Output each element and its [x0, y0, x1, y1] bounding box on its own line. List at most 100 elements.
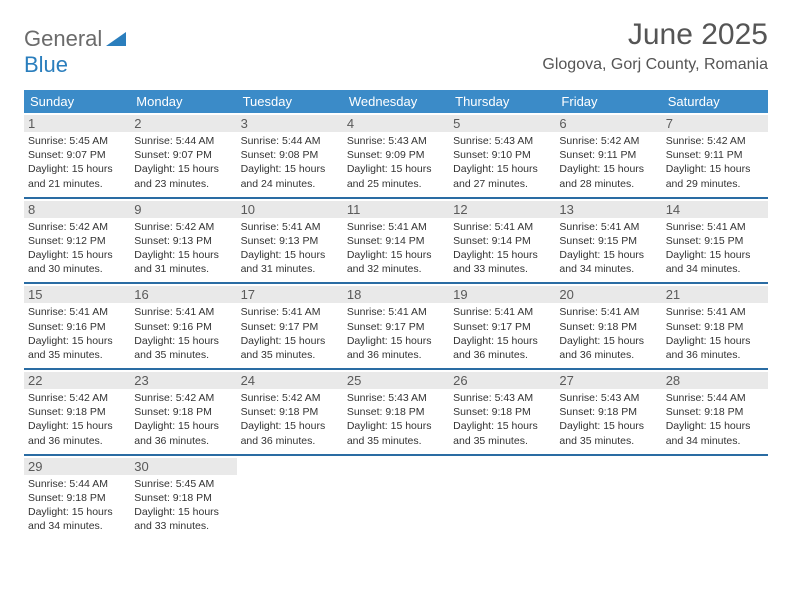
- day-cell: 17Sunrise: 5:41 AMSunset: 9:17 PMDayligh…: [237, 284, 343, 368]
- weekday-label: Wednesday: [343, 90, 449, 113]
- day-cell: 14Sunrise: 5:41 AMSunset: 9:15 PMDayligh…: [662, 199, 768, 283]
- day-cell: 7 Sunrise: 5:42 AMSunset: 9:11 PMDaylight…: [662, 113, 768, 197]
- day-cell: 19 Sunrise: 5:41 AMSunset: 9:17 PMDayligh…: [449, 284, 555, 368]
- day-info: Sunrise: 5:41 AMSunset: 9:16 PMDaylight:…: [28, 305, 126, 362]
- day-cell: 20 Sunrise: 5:41 AMSunset: 9:18 PMDayligh…: [555, 284, 661, 368]
- day-cell: 23Sunrise: 5:42 AMSunset: 9:18 PMDayligh…: [130, 370, 236, 454]
- weekday-label: Monday: [130, 90, 236, 113]
- day-number: 16: [130, 286, 236, 303]
- week-row: 22Sunrise: 5:42 AMSunset: 9:18 PMDayligh…: [24, 370, 768, 456]
- day-cell: 6Sunrise: 5:42 AMSunset: 9:11 PMDaylight…: [555, 113, 661, 197]
- day-cell: 4 Sunrise: 5:43 AMSunset: 9:09 PMDaylight…: [343, 113, 449, 197]
- day-info: Sunrise: 5:44 AMSunset: 9:08 PMDaylight:…: [241, 134, 339, 191]
- day-number: 28: [662, 372, 768, 389]
- day-cell: 25Sunrise: 5:43 AMSunset: 9:18 PMDayligh…: [343, 370, 449, 454]
- day-info: Sunrise: 5:42 AMSunset: 9:18 PMDaylight:…: [241, 391, 339, 448]
- day-cell: 10 Sunrise: 5:41 AMSunset: 9:13 PMDayligh…: [237, 199, 343, 283]
- day-number: 13: [555, 201, 661, 218]
- day-number: 10: [237, 201, 343, 218]
- day-number: 15: [24, 286, 130, 303]
- day-info: Sunrise: 5:45 AMSunset: 9:18 PMDaylight:…: [134, 477, 232, 534]
- day-cell: 27 Sunrise: 5:43 AMSunset: 9:18 PMDayligh…: [555, 370, 661, 454]
- day-cell: 13 Sunrise: 5:41 AMSunset: 9:15 PMDayligh…: [555, 199, 661, 283]
- day-info: Sunrise: 5:43 AMSunset: 9:18 PMDaylight:…: [347, 391, 445, 448]
- day-info: Sunrise: 5:42 AMSunset: 9:11 PMDaylight:…: [666, 134, 764, 191]
- day-cell: 9 Sunrise: 5:42 AMSunset: 9:13 PMDaylight…: [130, 199, 236, 283]
- logo-word1: General: [24, 26, 102, 51]
- day-cell: 29Sunrise: 5:44 AMSunset: 9:18 PMDayligh…: [24, 456, 130, 540]
- calendar: SundayMondayTuesdayWednesdayThursdayFrid…: [24, 90, 768, 539]
- day-cell: 16 Sunrise: 5:41 AMSunset: 9:16 PMDayligh…: [130, 284, 236, 368]
- day-info: Sunrise: 5:42 AMSunset: 9:11 PMDaylight:…: [559, 134, 657, 191]
- day-info: Sunrise: 5:44 AMSunset: 9:18 PMDaylight:…: [28, 477, 126, 534]
- day-info: Sunrise: 5:42 AMSunset: 9:18 PMDaylight:…: [134, 391, 232, 448]
- day-number: 24: [237, 372, 343, 389]
- week-row: 8 Sunrise: 5:42 AMSunset: 9:12 PMDaylight…: [24, 199, 768, 285]
- day-info: Sunrise: 5:44 AMSunset: 9:07 PMDaylight:…: [134, 134, 232, 191]
- weekday-label: Tuesday: [237, 90, 343, 113]
- weekday-label: Friday: [555, 90, 661, 113]
- day-info: Sunrise: 5:41 AMSunset: 9:14 PMDaylight:…: [347, 220, 445, 277]
- month-title: June 2025: [542, 18, 768, 52]
- day-cell: 30 Sunrise: 5:45 AMSunset: 9:18 PMDayligh…: [130, 456, 236, 540]
- logo-word2: Blue: [24, 52, 68, 77]
- day-number: 27: [555, 372, 661, 389]
- weekday-label: Saturday: [662, 90, 768, 113]
- day-number: 12: [449, 201, 555, 218]
- day-cell: 12 Sunrise: 5:41 AMSunset: 9:14 PMDayligh…: [449, 199, 555, 283]
- day-info: Sunrise: 5:44 AMSunset: 9:18 PMDaylight:…: [666, 391, 764, 448]
- day-number: 19: [449, 286, 555, 303]
- day-number: 7: [662, 115, 768, 132]
- day-info: Sunrise: 5:42 AMSunset: 9:18 PMDaylight:…: [28, 391, 126, 448]
- day-info: Sunrise: 5:41 AMSunset: 9:15 PMDaylight:…: [666, 220, 764, 277]
- day-number: 18: [343, 286, 449, 303]
- day-number: 3: [237, 115, 343, 132]
- day-info: Sunrise: 5:41 AMSunset: 9:14 PMDaylight:…: [453, 220, 551, 277]
- day-cell: 11Sunrise: 5:41 AMSunset: 9:14 PMDayligh…: [343, 199, 449, 283]
- day-cell: 22Sunrise: 5:42 AMSunset: 9:18 PMDayligh…: [24, 370, 130, 454]
- day-info: Sunrise: 5:41 AMSunset: 9:17 PMDaylight:…: [453, 305, 551, 362]
- week-row: 15Sunrise: 5:41 AMSunset: 9:16 PMDayligh…: [24, 284, 768, 370]
- day-number: 9: [130, 201, 236, 218]
- day-info: Sunrise: 5:41 AMSunset: 9:18 PMDaylight:…: [559, 305, 657, 362]
- day-number: 8: [24, 201, 130, 218]
- day-cell: 3 Sunrise: 5:44 AMSunset: 9:08 PMDaylight…: [237, 113, 343, 197]
- logo-text: General Blue: [24, 26, 126, 78]
- logo-triangle-icon: [106, 26, 126, 52]
- day-number: 30: [130, 458, 236, 475]
- day-info: Sunrise: 5:43 AMSunset: 9:10 PMDaylight:…: [453, 134, 551, 191]
- day-cell: 28 Sunrise: 5:44 AMSunset: 9:18 PMDayligh…: [662, 370, 768, 454]
- day-cell: 8 Sunrise: 5:42 AMSunset: 9:12 PMDaylight…: [24, 199, 130, 283]
- day-cell: [343, 456, 449, 540]
- day-number: 26: [449, 372, 555, 389]
- day-cell: 24 Sunrise: 5:42 AMSunset: 9:18 PMDayligh…: [237, 370, 343, 454]
- day-cell: [662, 456, 768, 540]
- day-number: 5: [449, 115, 555, 132]
- day-info: Sunrise: 5:42 AMSunset: 9:13 PMDaylight:…: [134, 220, 232, 277]
- day-info: Sunrise: 5:41 AMSunset: 9:13 PMDaylight:…: [241, 220, 339, 277]
- weekday-label: Thursday: [449, 90, 555, 113]
- day-info: Sunrise: 5:43 AMSunset: 9:18 PMDaylight:…: [559, 391, 657, 448]
- weekday-label: Sunday: [24, 90, 130, 113]
- week-row: 1Sunrise: 5:45 AMSunset: 9:07 PMDaylight…: [24, 113, 768, 199]
- day-number: 20: [555, 286, 661, 303]
- day-cell: 5 Sunrise: 5:43 AMSunset: 9:10 PMDaylight…: [449, 113, 555, 197]
- day-info: Sunrise: 5:41 AMSunset: 9:17 PMDaylight:…: [241, 305, 339, 362]
- day-cell: 15 Sunrise: 5:41 AMSunset: 9:16 PMDayligh…: [24, 284, 130, 368]
- day-number: 2: [130, 115, 236, 132]
- day-info: Sunrise: 5:41 AMSunset: 9:15 PMDaylight:…: [559, 220, 657, 277]
- day-cell: [449, 456, 555, 540]
- logo: General Blue: [24, 26, 126, 78]
- day-info: Sunrise: 5:41 AMSunset: 9:16 PMDaylight:…: [134, 305, 232, 362]
- week-row: 29Sunrise: 5:44 AMSunset: 9:18 PMDayligh…: [24, 456, 768, 540]
- day-info: Sunrise: 5:43 AMSunset: 9:09 PMDaylight:…: [347, 134, 445, 191]
- day-info: Sunrise: 5:43 AMSunset: 9:18 PMDaylight:…: [453, 391, 551, 448]
- day-info: Sunrise: 5:42 AMSunset: 9:12 PMDaylight:…: [28, 220, 126, 277]
- day-info: Sunrise: 5:41 AMSunset: 9:18 PMDaylight:…: [666, 305, 764, 362]
- day-number: 4: [343, 115, 449, 132]
- day-info: Sunrise: 5:45 AMSunset: 9:07 PMDaylight:…: [28, 134, 126, 191]
- title-block: June 2025 Glogova, Gorj County, Romania: [542, 18, 768, 74]
- day-cell: 18Sunrise: 5:41 AMSunset: 9:17 PMDayligh…: [343, 284, 449, 368]
- day-cell: 26 Sunrise: 5:43 AMSunset: 9:18 PMDayligh…: [449, 370, 555, 454]
- location: Glogova, Gorj County, Romania: [542, 56, 768, 74]
